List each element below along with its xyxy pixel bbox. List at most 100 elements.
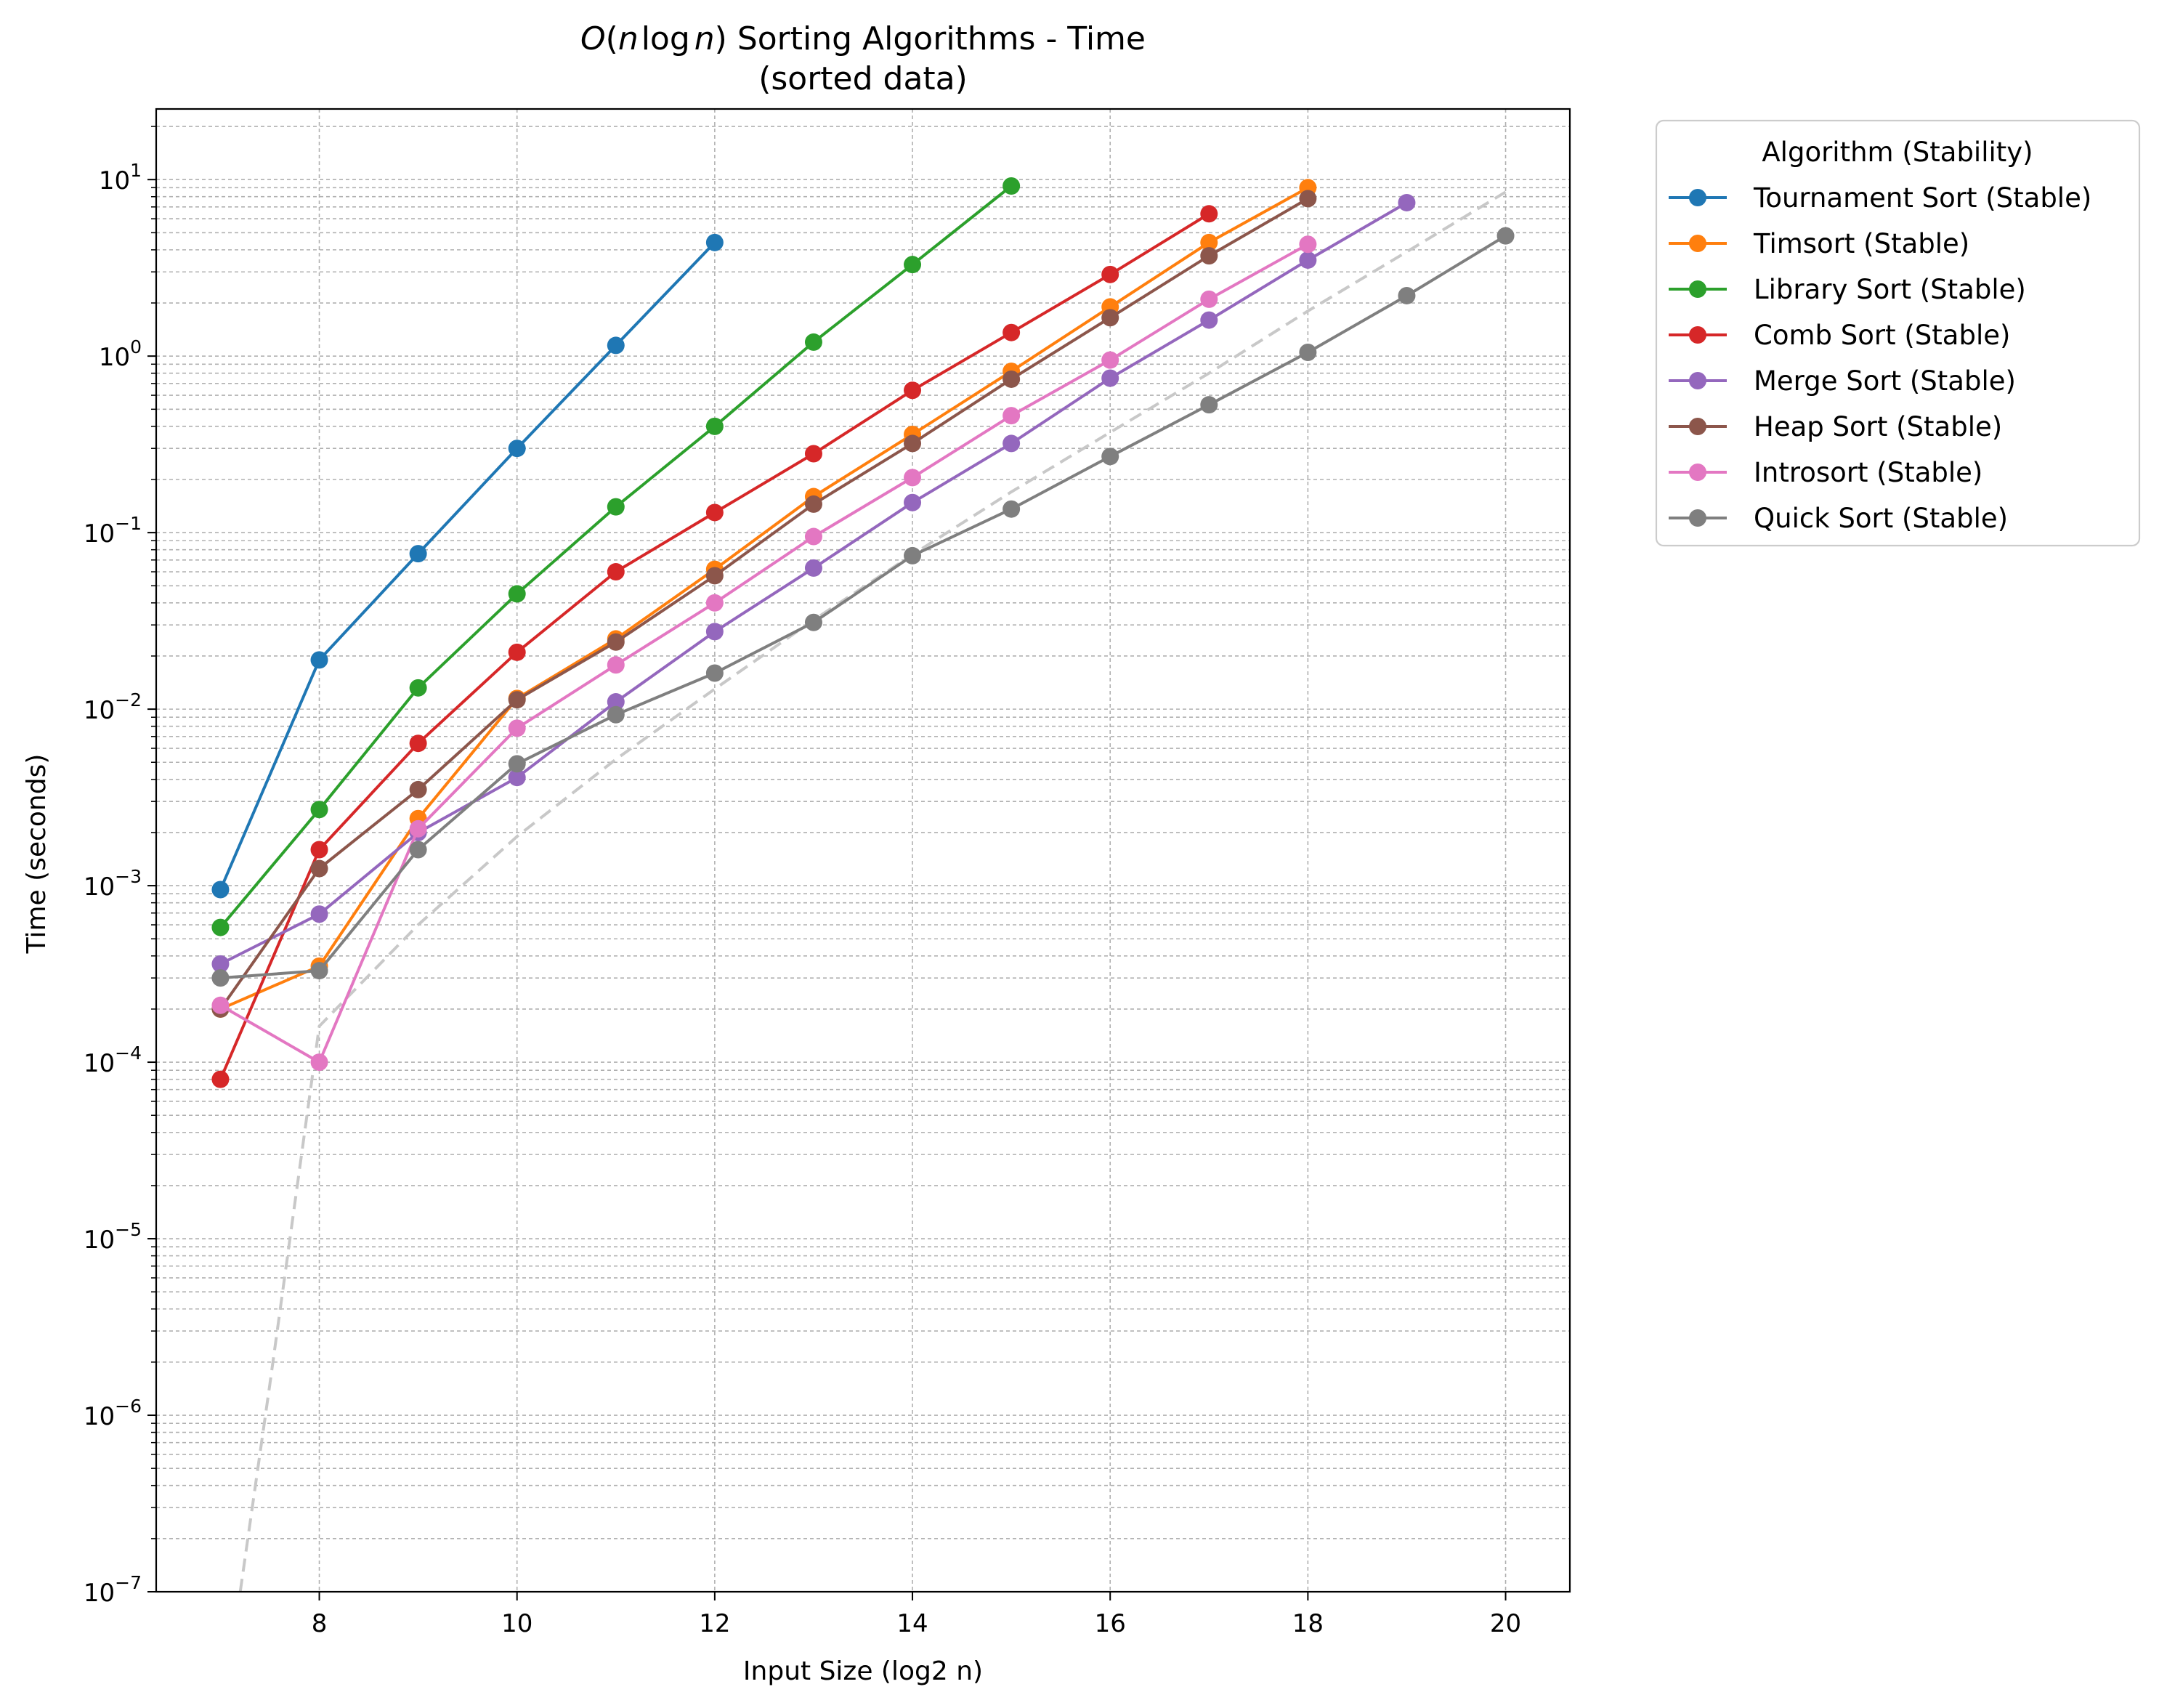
legend-marker [1689, 189, 1706, 206]
data-point [508, 440, 526, 458]
data-point [508, 755, 526, 773]
data-point [1398, 193, 1416, 211]
data-point [1200, 247, 1218, 265]
data-point [1200, 205, 1218, 223]
data-point [1200, 233, 1218, 251]
y-tick-label: 10−2 [84, 689, 142, 725]
series-group [211, 190, 1317, 1018]
series-line [219, 186, 1309, 1011]
y-tick-label: 101 [99, 160, 142, 195]
y-tick-base: 10 [84, 1402, 115, 1431]
data-point [1101, 309, 1119, 327]
y-tick-exponent: 0 [130, 336, 142, 357]
y-tick-label: 10−7 [84, 1572, 142, 1608]
data-point [1200, 290, 1218, 308]
data-point [607, 656, 625, 674]
legend-marker [1689, 326, 1706, 344]
data-point [211, 881, 230, 899]
data-point [508, 643, 526, 661]
x-tick-label: 12 [699, 1609, 730, 1638]
data-point [1101, 448, 1119, 466]
tick-layer: 8 10 12 14 16 18 2010110010−110−210−310−410−51… [84, 126, 1521, 1638]
title-n2: n [694, 20, 715, 57]
data-point [705, 623, 724, 641]
data-point [705, 594, 724, 612]
series-layer [211, 177, 1515, 1088]
data-point [409, 819, 427, 838]
data-point [904, 469, 922, 487]
legend-marker [1689, 280, 1706, 298]
data-point [211, 996, 230, 1014]
data-point [310, 1053, 328, 1072]
y-axis-label: Time (seconds) [22, 754, 52, 955]
y-tick-base: 10 [84, 696, 115, 725]
series-line [219, 241, 716, 891]
data-point [310, 905, 328, 923]
title-big-o: O [580, 20, 606, 57]
data-point [508, 691, 526, 709]
data-point [211, 1070, 230, 1088]
data-point [409, 545, 427, 563]
y-tick-exponent: −2 [115, 689, 142, 711]
legend-marker [1689, 235, 1706, 252]
legend-box [1655, 119, 2141, 547]
legend-label: Comb Sort (Stable) [1754, 320, 2010, 351]
data-point [804, 445, 822, 463]
data-point [607, 693, 625, 711]
data-point [1003, 500, 1021, 518]
data-point [607, 498, 625, 516]
title-rest: Sorting Algorithms - Time [727, 20, 1146, 57]
legend: Algorithm (Stability) Tournament Sort (S… [1655, 119, 2141, 547]
data-point [1003, 323, 1021, 341]
legend-marker [1689, 509, 1706, 527]
data-point [1003, 407, 1021, 425]
data-point [804, 559, 822, 577]
x-tick-label: 18 [1292, 1609, 1324, 1638]
x-tick-label: 16 [1095, 1609, 1126, 1638]
data-point [310, 801, 328, 819]
data-point [310, 962, 328, 980]
title-paren-open: ( [606, 20, 618, 57]
data-point [409, 780, 427, 798]
legend-label: Timsort (Stable) [1753, 228, 1969, 259]
y-tick-exponent: −6 [115, 1396, 142, 1417]
data-point [310, 859, 328, 878]
data-point [804, 495, 822, 513]
data-point [508, 585, 526, 603]
y-tick-base: 10 [84, 1226, 115, 1255]
title-log: log [641, 20, 690, 57]
legend-marker [1689, 418, 1706, 435]
y-tick-label: 10−1 [84, 513, 142, 549]
data-point [1299, 235, 1317, 254]
data-point [211, 955, 230, 973]
data-point [1200, 396, 1218, 414]
data-point [904, 434, 922, 453]
data-point [310, 651, 328, 669]
y-tick-base: 10 [84, 1049, 115, 1078]
legend-label: Merge Sort (Stable) [1754, 365, 2016, 397]
y-tick-base: 10 [84, 873, 115, 902]
y-tick-label: 10−3 [84, 866, 142, 902]
x-tick-label: 14 [896, 1609, 928, 1638]
y-tick-label: 100 [99, 336, 142, 372]
data-point [508, 769, 526, 787]
data-point [1299, 251, 1317, 269]
data-point [904, 546, 922, 564]
legend-label: Library Sort (Stable) [1754, 274, 2026, 305]
chart-title: O(nlog n) Sorting Algorithms - Time [580, 20, 1146, 57]
data-point [804, 527, 822, 546]
series-group [211, 227, 1515, 987]
y-tick-label: 10−6 [84, 1396, 142, 1431]
x-tick-label: 20 [1490, 1609, 1521, 1638]
data-point [804, 613, 822, 631]
data-point [1398, 286, 1416, 304]
legend-title: Algorithm (Stability) [1762, 137, 2033, 168]
data-point [1101, 369, 1119, 387]
y-tick-exponent: −3 [115, 866, 142, 887]
data-point [1299, 344, 1317, 362]
legend-label: Heap Sort (Stable) [1754, 411, 2002, 442]
chart-subtitle: (sorted data) [758, 60, 968, 97]
x-tick-label: 10 [501, 1609, 532, 1638]
data-point [409, 841, 427, 859]
